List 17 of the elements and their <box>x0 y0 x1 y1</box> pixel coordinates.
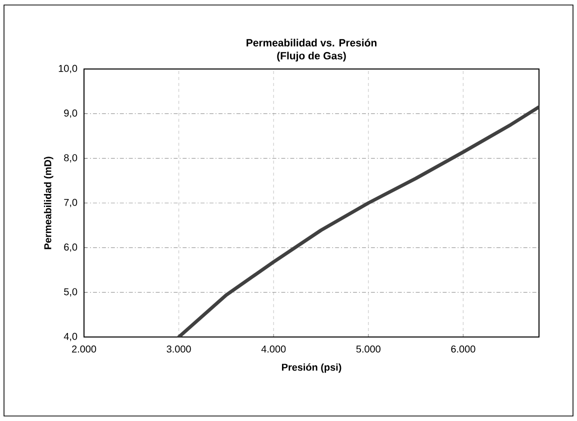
x-axis-title: Presión (psi) <box>282 363 342 373</box>
x-tick-label: 4.000 <box>261 346 286 353</box>
y-tick-label: 8,0 <box>64 154 78 162</box>
chart-title: Permeabilidad vs. Presión <box>246 38 376 46</box>
y-tick-label: 7,0 <box>64 198 78 208</box>
y-tick-label: 5,0 <box>64 288 78 296</box>
x-tick-label: 5.000 <box>356 346 380 353</box>
y-tick-label: 4,0 <box>64 332 78 342</box>
y-tick-label: 10,0 <box>58 64 78 74</box>
y-axis-title: Permeabilidad (mD) <box>44 156 54 250</box>
x-tick-label: 3.000 <box>166 346 191 353</box>
x-tick-label: 2.000 <box>72 346 96 353</box>
line-series <box>177 105 540 337</box>
chart-subtitle: (Flujo de Gas) <box>277 52 346 62</box>
y-tick-label: 9,0 <box>64 110 78 118</box>
y-tick-label: 6,0 <box>64 244 78 252</box>
x-tick-label: 6.000 <box>451 346 476 353</box>
